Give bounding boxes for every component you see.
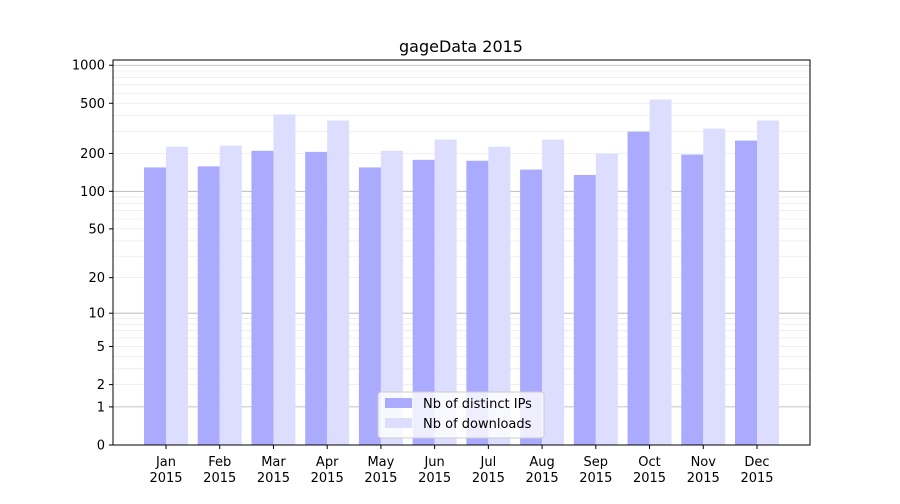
bar-distinct-ips <box>735 140 757 445</box>
legend: Nb of distinct IPs Nb of downloads <box>377 391 545 439</box>
bar-distinct-ips <box>520 169 543 446</box>
bar-downloads <box>327 120 350 446</box>
bar-downloads <box>434 139 457 446</box>
bar-distinct-ips <box>466 160 489 446</box>
x-tick-label: Sep 2015 <box>579 455 612 486</box>
x-tick-label: Jun 2015 <box>418 455 451 486</box>
x-tick-label: Dec 2015 <box>740 455 773 486</box>
bar-distinct-ips <box>412 159 435 446</box>
y-tick-label: 1 <box>97 400 105 415</box>
x-tick-label-line: Dec <box>744 455 769 470</box>
x-tick-label-line: 2015 <box>472 471 505 486</box>
y-tick-label: 0 <box>97 439 105 454</box>
y-tick-label: 2 <box>97 378 105 393</box>
y-tick-label: 20 <box>88 271 105 286</box>
legend-swatch <box>385 418 412 428</box>
bar-downloads <box>595 153 618 446</box>
bar-downloads <box>649 99 672 445</box>
x-tick-label: Mar 2015 <box>257 455 290 486</box>
bar-distinct-ips <box>197 166 220 445</box>
bar-distinct-ips <box>358 167 381 445</box>
x-tick-label-line: 2015 <box>687 471 720 486</box>
legend-label: Nb of distinct IPs <box>423 397 532 412</box>
x-tick-label-line: Jan <box>155 455 176 470</box>
x-tick-label-line: 2015 <box>311 471 344 486</box>
y-tick-label: 5 <box>97 340 105 355</box>
x-tick-label-line: 2015 <box>526 471 559 486</box>
bar-downloads <box>703 128 726 445</box>
x-tick-label-line: 2015 <box>418 471 451 486</box>
x-tick-label-line: Mar <box>261 455 286 470</box>
y-tick-label: 200 <box>80 147 105 162</box>
bar-distinct-ips <box>573 174 596 446</box>
plot-frame <box>112 59 811 446</box>
x-tick-label-line: May <box>367 455 394 470</box>
x-tick-label-line: 2015 <box>149 471 182 486</box>
x-tick-label: Jan 2015 <box>149 455 182 486</box>
chart-title: gageData 2015 <box>399 37 523 56</box>
bar-downloads <box>380 150 403 445</box>
bar-downloads <box>757 120 779 446</box>
y-tick-label: 1000 <box>72 59 105 74</box>
bar-downloads <box>488 146 511 445</box>
bar-distinct-ips <box>144 167 166 445</box>
legend-box <box>377 391 545 439</box>
bar-distinct-ips <box>681 154 704 445</box>
legend-label: Nb of downloads <box>423 417 532 432</box>
x-tick-label-line: Jun <box>423 455 444 470</box>
x-tick-label: May 2015 <box>364 455 397 486</box>
x-tick-label-line: Feb <box>208 455 231 470</box>
legend-swatch <box>385 398 412 408</box>
x-tick-label: Oct 2015 <box>633 455 666 486</box>
y-tick-label: 500 <box>80 97 105 112</box>
x-tick-label-line: Sep <box>584 455 609 470</box>
bar-downloads <box>219 145 242 445</box>
x-tick-label-line: 2015 <box>203 471 236 486</box>
x-tick-label-line: 2015 <box>633 471 666 486</box>
bar-distinct-ips <box>305 151 328 445</box>
x-tick-label-line: 2015 <box>257 471 290 486</box>
x-tick-label-line: 2015 <box>364 471 397 486</box>
x-tick-label: Aug 2015 <box>526 455 559 486</box>
bar-distinct-ips <box>627 131 650 445</box>
x-tick-label-line: 2015 <box>579 471 612 486</box>
x-tick-label: Apr 2015 <box>311 455 344 486</box>
bar-downloads <box>273 114 296 445</box>
x-tick-label: Jul 2015 <box>472 455 505 486</box>
x-tick-label-line: 2015 <box>740 471 773 486</box>
x-tick-label-line: Jul <box>480 455 497 470</box>
x-tick-label-line: Aug <box>529 455 554 470</box>
x-tick-label-line: Oct <box>638 455 660 470</box>
x-tick-label: Feb 2015 <box>203 455 236 486</box>
x-tick-label: Nov 2015 <box>687 455 720 486</box>
bar-distinct-ips <box>251 150 274 445</box>
y-tick-label: 10 <box>88 307 105 322</box>
y-tick-label: 50 <box>88 222 105 237</box>
bar-downloads <box>542 139 565 446</box>
bar-downloads <box>166 146 188 445</box>
y-tick-label: 100 <box>80 185 105 200</box>
x-tick-label-line: Apr <box>316 455 339 470</box>
x-tick-label-line: Nov <box>691 455 717 470</box>
